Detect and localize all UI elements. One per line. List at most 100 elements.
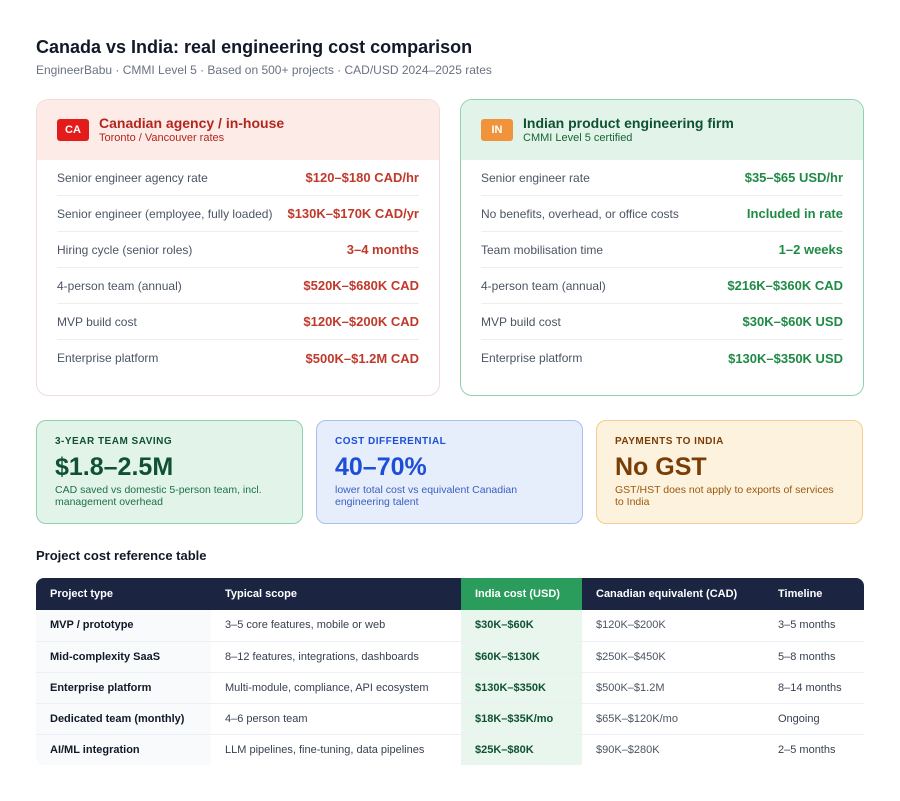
table-cell: $65K–$120K/mo	[582, 703, 764, 735]
page-subtitle: EngineerBabu · CMMI Level 5 · Based on 5…	[36, 63, 492, 77]
table-cell: Ongoing	[764, 703, 864, 735]
column-header: Timeline	[764, 578, 864, 610]
cost-row-value: $120K–$200K CAD	[303, 314, 419, 329]
india-card-header: IN Indian product engineering firm CMMI …	[461, 100, 863, 160]
canada-cost-card: CA Canadian agency / in-house Toronto / …	[36, 99, 440, 396]
table-row: Mid-complexity SaaS 8–12 features, integ…	[36, 641, 864, 673]
table-cell: $18K–$35K/mo	[461, 703, 582, 735]
table-cell: $250K–$450K	[582, 641, 764, 673]
cost-row: Enterprise platform $500K–$1.2M CAD	[57, 340, 419, 376]
column-header: India cost (USD)	[461, 578, 582, 610]
cost-row-value: $130K–$350K USD	[728, 350, 843, 366]
stat-value: 40–70%	[335, 453, 427, 481]
table-title: Project cost reference table	[36, 548, 207, 563]
india-flag-badge: IN	[481, 119, 513, 141]
table-cell: Dedicated team (monthly)	[36, 703, 211, 735]
stat-value: $1.8–2.5M	[55, 453, 174, 481]
cost-row-value: $120–$180 CAD/hr	[305, 170, 419, 185]
stat-description: CAD saved vs domestic 5-person team, inc…	[55, 484, 262, 508]
stat-label: PAYMENTS TO INDIA	[615, 436, 724, 447]
cost-row-label: Senior engineer agency rate	[57, 170, 208, 185]
cost-row-label: Team mobilisation time	[481, 242, 604, 257]
cost-row-label: Senior engineer rate	[481, 170, 590, 185]
table-cell: AI/ML integration	[36, 734, 211, 765]
table-cell: Mid-complexity SaaS	[36, 641, 211, 673]
table-header-row: Project type Typical scope India cost (U…	[36, 578, 864, 610]
cost-row-label: 4-person team (annual)	[481, 278, 606, 293]
table-cell: 5–8 months	[764, 641, 864, 673]
table-cell: $130K–$350K	[461, 672, 582, 704]
cost-row: MVP build cost $120K–$200K CAD	[57, 304, 419, 340]
table-row: AI/ML integration LLM pipelines, fine-tu…	[36, 734, 864, 765]
india-card-title: Indian product engineering firm	[523, 115, 734, 131]
canada-flag-badge: CA	[57, 119, 89, 141]
column-header: Project type	[36, 578, 211, 610]
cost-row-value: $30K–$60K USD	[742, 314, 843, 329]
cost-row-label: MVP build cost	[481, 314, 561, 329]
cost-row-label: MVP build cost	[57, 314, 137, 329]
table-row: Dedicated team (monthly) 4–6 person team…	[36, 703, 864, 735]
cost-row-value: $35–$65 USD/hr	[744, 170, 843, 185]
page-title: Canada vs India: real engineering cost c…	[36, 37, 473, 57]
table-cell: $500K–$1.2M	[582, 672, 764, 704]
cost-row: MVP build cost $30K–$60K USD	[481, 304, 843, 340]
canada-card-title: Canadian agency / in-house	[99, 115, 285, 131]
stat-card-cost-differential: COST DIFFERENTIAL 40–70% lower total cos…	[316, 420, 583, 524]
page-header: Canada vs India: real engineering cost c…	[36, 36, 864, 78]
table-cell: MVP / prototype	[36, 610, 211, 642]
cost-row-value: 3–4 months	[346, 242, 419, 257]
stat-card-payments-india: PAYMENTS TO INDIA No GST GST/HST does no…	[596, 420, 863, 524]
cost-row-value: Included in rate	[746, 206, 843, 221]
table-cell: 8–14 months	[764, 672, 864, 704]
table-cell: 3–5 months	[764, 610, 864, 642]
cost-row: 4-person team (annual) $216K–$360K CAD	[481, 268, 843, 304]
india-cost-rows: Senior engineer rate $35–$65 USD/hr No be…	[461, 160, 863, 376]
stat-label: 3-YEAR TEAM SAVING	[55, 436, 173, 447]
cost-row: Senior engineer agency rate $120–$180 CAD…	[57, 160, 419, 196]
cost-row-label: Senior engineer (employee, fully loaded)	[57, 206, 273, 221]
table-cell: $30K–$60K	[461, 610, 582, 642]
cost-row-value: 1–2 weeks	[778, 242, 843, 257]
cost-row-label: Enterprise platform	[481, 351, 583, 365]
table-cell: 8–12 features, integrations, dashboards	[211, 641, 461, 673]
cost-row-value: $500K–$1.2M CAD	[305, 350, 419, 366]
table-cell: $90K–$280K	[596, 743, 660, 756]
stat-value: No GST	[615, 453, 707, 481]
india-cost-card: IN Indian product engineering firm CMMI …	[460, 99, 864, 396]
stat-label: COST DIFFERENTIAL	[335, 436, 447, 447]
table-cell: 4–6 person team	[211, 703, 461, 735]
cost-row: Senior engineer rate $35–$65 USD/hr	[481, 160, 843, 196]
stat-description: lower total cost vs equivalent Canadian …	[335, 484, 518, 508]
cost-row-label: No benefits, overhead, or office costs	[481, 206, 679, 221]
table-cell: 2–5 months	[778, 743, 836, 756]
table-row: MVP / prototype 3–5 core features, mobil…	[36, 610, 864, 642]
table-cell: $60K–$130K	[461, 641, 582, 673]
cost-row: 4-person team (annual) $520K–$680K CAD	[57, 268, 419, 304]
cost-row: Senior engineer (employee, fully loaded)…	[57, 196, 419, 232]
table-cell: $25K–$80K	[461, 734, 582, 765]
canada-cost-rows: Senior engineer agency rate $120–$180 CAD…	[37, 160, 439, 376]
table-cell: $120K–$200K	[582, 610, 764, 642]
cost-row-value: $216K–$360K CAD	[727, 278, 843, 293]
column-header: Canadian equivalent (CAD)	[582, 578, 764, 610]
stat-description: GST/HST does not apply to exports of ser…	[615, 484, 834, 508]
cost-row-label: 4-person team (annual)	[57, 278, 182, 293]
india-card-subtitle: CMMI Level 5 certified	[523, 132, 633, 144]
project-cost-table: Project type Typical scope India cost (U…	[36, 578, 864, 765]
cost-row-value: $130K–$170K CAD/yr	[287, 206, 419, 221]
canada-card-subtitle: Toronto / Vancouver rates	[99, 132, 225, 144]
cost-row-label: Enterprise platform	[57, 351, 159, 365]
cost-row: Team mobilisation time 1–2 weeks	[481, 232, 843, 268]
table-row: Enterprise platform Multi-module, compli…	[36, 672, 864, 704]
table-cell: Enterprise platform	[36, 672, 211, 704]
table-cell: LLM pipelines, fine-tuning, data pipelin…	[225, 743, 425, 756]
cost-row-value: $520K–$680K CAD	[303, 278, 419, 293]
table-cell: 3–5 core features, mobile or web	[211, 610, 461, 642]
cost-row: Hiring cycle (senior roles) 3–4 months	[57, 232, 419, 268]
cost-row: No benefits, overhead, or office costs In…	[481, 196, 843, 232]
cost-row: Enterprise platform $130K–$350K USD	[481, 340, 843, 376]
cost-row-label: Hiring cycle (senior roles)	[57, 242, 193, 257]
column-header: Typical scope	[211, 578, 461, 610]
canada-card-header: CA Canadian agency / in-house Toronto / …	[37, 100, 439, 160]
table-cell: Multi-module, compliance, API ecosystem	[211, 672, 461, 704]
